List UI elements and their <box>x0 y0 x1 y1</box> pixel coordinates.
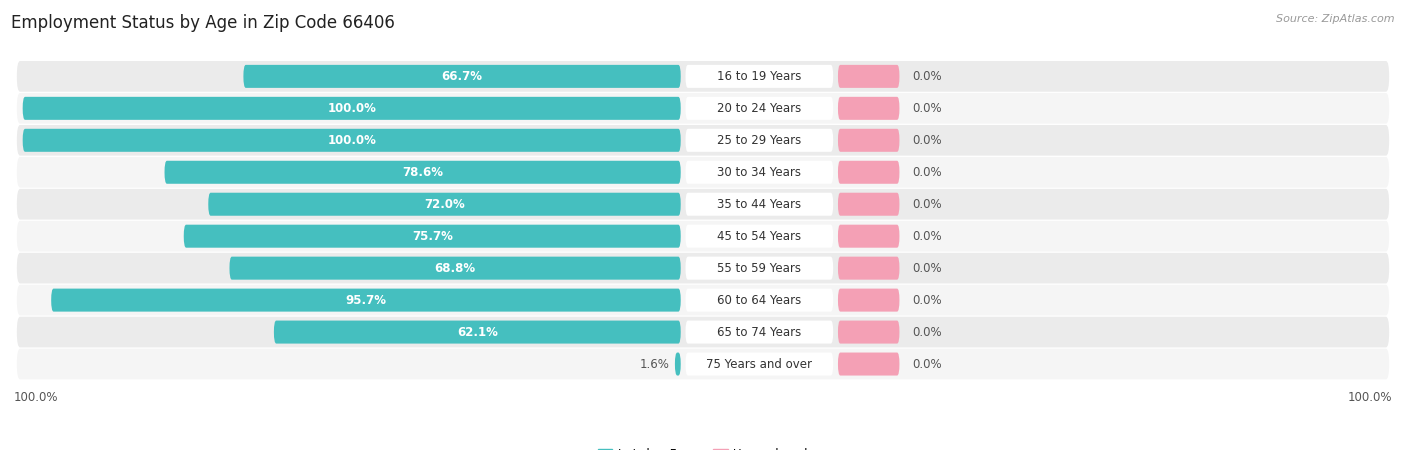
Text: 0.0%: 0.0% <box>912 166 942 179</box>
FancyBboxPatch shape <box>838 320 900 344</box>
FancyBboxPatch shape <box>686 225 834 248</box>
FancyBboxPatch shape <box>274 320 681 344</box>
Text: 16 to 19 Years: 16 to 19 Years <box>717 70 801 83</box>
Text: 68.8%: 68.8% <box>434 261 475 274</box>
Text: 0.0%: 0.0% <box>912 358 942 370</box>
FancyBboxPatch shape <box>686 161 834 184</box>
FancyBboxPatch shape <box>686 288 834 311</box>
Text: 100.0%: 100.0% <box>328 102 377 115</box>
FancyBboxPatch shape <box>675 352 681 376</box>
Text: 60 to 64 Years: 60 to 64 Years <box>717 293 801 306</box>
Text: 75 Years and over: 75 Years and over <box>706 358 813 370</box>
Text: 0.0%: 0.0% <box>912 325 942 338</box>
Legend: In Labor Force, Unemployed: In Labor Force, Unemployed <box>593 443 813 450</box>
Text: 35 to 44 Years: 35 to 44 Years <box>717 198 801 211</box>
FancyBboxPatch shape <box>686 193 834 216</box>
Text: 30 to 34 Years: 30 to 34 Years <box>717 166 801 179</box>
Text: 65 to 74 Years: 65 to 74 Years <box>717 325 801 338</box>
FancyBboxPatch shape <box>838 352 900 376</box>
FancyBboxPatch shape <box>17 285 1389 315</box>
Text: 45 to 54 Years: 45 to 54 Years <box>717 230 801 243</box>
FancyBboxPatch shape <box>838 97 900 120</box>
FancyBboxPatch shape <box>17 317 1389 347</box>
Text: 100.0%: 100.0% <box>14 391 58 404</box>
FancyBboxPatch shape <box>838 161 900 184</box>
Text: 66.7%: 66.7% <box>441 70 482 83</box>
FancyBboxPatch shape <box>51 288 681 311</box>
FancyBboxPatch shape <box>686 320 834 344</box>
Text: 0.0%: 0.0% <box>912 70 942 83</box>
Text: 0.0%: 0.0% <box>912 230 942 243</box>
Text: 20 to 24 Years: 20 to 24 Years <box>717 102 801 115</box>
FancyBboxPatch shape <box>243 65 681 88</box>
Text: 0.0%: 0.0% <box>912 261 942 274</box>
Text: 75.7%: 75.7% <box>412 230 453 243</box>
FancyBboxPatch shape <box>686 352 834 376</box>
Text: 95.7%: 95.7% <box>346 293 387 306</box>
Text: Source: ZipAtlas.com: Source: ZipAtlas.com <box>1277 14 1395 23</box>
FancyBboxPatch shape <box>686 65 834 88</box>
FancyBboxPatch shape <box>229 256 681 279</box>
FancyBboxPatch shape <box>686 129 834 152</box>
Text: 0.0%: 0.0% <box>912 102 942 115</box>
Text: 55 to 59 Years: 55 to 59 Years <box>717 261 801 274</box>
Text: 25 to 29 Years: 25 to 29 Years <box>717 134 801 147</box>
FancyBboxPatch shape <box>838 65 900 88</box>
Text: 0.0%: 0.0% <box>912 198 942 211</box>
FancyBboxPatch shape <box>17 157 1389 188</box>
FancyBboxPatch shape <box>22 97 681 120</box>
FancyBboxPatch shape <box>17 221 1389 252</box>
FancyBboxPatch shape <box>17 253 1389 284</box>
Text: 62.1%: 62.1% <box>457 325 498 338</box>
Text: Employment Status by Age in Zip Code 66406: Employment Status by Age in Zip Code 664… <box>11 14 395 32</box>
FancyBboxPatch shape <box>17 61 1389 92</box>
Text: 1.6%: 1.6% <box>640 358 669 370</box>
FancyBboxPatch shape <box>838 225 900 248</box>
FancyBboxPatch shape <box>686 256 834 279</box>
Text: 100.0%: 100.0% <box>328 134 377 147</box>
Text: 0.0%: 0.0% <box>912 293 942 306</box>
FancyBboxPatch shape <box>17 93 1389 124</box>
FancyBboxPatch shape <box>838 129 900 152</box>
FancyBboxPatch shape <box>208 193 681 216</box>
FancyBboxPatch shape <box>22 129 681 152</box>
Text: 0.0%: 0.0% <box>912 134 942 147</box>
FancyBboxPatch shape <box>165 161 681 184</box>
Text: 78.6%: 78.6% <box>402 166 443 179</box>
FancyBboxPatch shape <box>838 288 900 311</box>
Text: 100.0%: 100.0% <box>1348 391 1392 404</box>
FancyBboxPatch shape <box>17 189 1389 220</box>
Text: 72.0%: 72.0% <box>425 198 465 211</box>
FancyBboxPatch shape <box>184 225 681 248</box>
FancyBboxPatch shape <box>17 125 1389 156</box>
FancyBboxPatch shape <box>17 349 1389 379</box>
FancyBboxPatch shape <box>838 193 900 216</box>
FancyBboxPatch shape <box>838 256 900 279</box>
FancyBboxPatch shape <box>686 97 834 120</box>
